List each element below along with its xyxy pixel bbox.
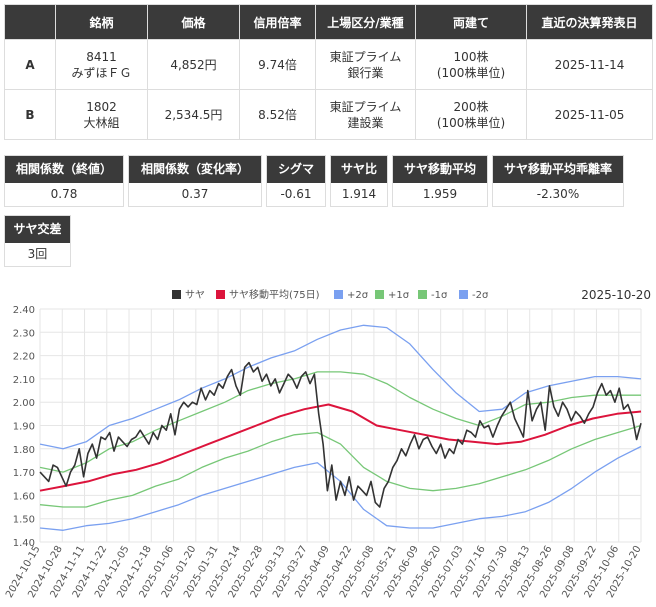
stat-value: 0.78 <box>5 183 123 206</box>
y-tick-label: 2.40 <box>13 305 35 316</box>
legend-label: サヤ移動平均(75日) <box>229 288 320 301</box>
position-cell: 100株 (100株単位) <box>415 39 527 90</box>
y-tick-label: 1.80 <box>13 445 35 456</box>
row-label: A <box>4 39 56 90</box>
header-position: 両建て <box>415 4 527 40</box>
y-tick-label: 1.90 <box>13 422 35 433</box>
row-label: B <box>4 89 56 140</box>
legend-label: サヤ <box>185 289 205 301</box>
plus-2sigma-line <box>39 324 642 450</box>
legend-swatch <box>172 290 181 299</box>
stat-label: サヤ比 <box>331 156 387 183</box>
stat-value: 3回 <box>5 243 70 266</box>
market-label: 東証プライム <box>329 49 402 64</box>
stat-value: 0.37 <box>129 183 261 206</box>
earnings-date-cell: 2025-11-05 <box>526 89 653 140</box>
stat-spread-ratio: サヤ比 1.914 <box>330 155 388 207</box>
margin-ratio-cell: 8.52倍 <box>239 89 316 140</box>
industry-label: 銀行業 <box>347 65 384 80</box>
stat-spread-ma-deviation: サヤ移動平均乖離率 -2.30% <box>492 155 624 207</box>
legend-swatch <box>459 290 468 299</box>
stock-name: 大林組 <box>83 115 120 130</box>
spread-ma-line <box>39 403 642 492</box>
stat-label: 相関係数（終値） <box>5 156 123 183</box>
stock-code: 8411 <box>86 49 117 64</box>
y-tick-label: 1.50 <box>13 515 35 526</box>
stat-label: シグマ <box>267 156 325 183</box>
y-tick-label: 1.40 <box>13 538 35 549</box>
y-tick-label: 1.60 <box>13 491 35 502</box>
stat-sigma: シグマ -0.61 <box>266 155 326 207</box>
industry-label: 建設業 <box>347 115 384 130</box>
legend-label: +2σ <box>347 290 369 301</box>
legend-label: +1σ <box>388 290 410 301</box>
table-row: B 1802 大林組 2,534.5円 8.52倍 東証プライム 建設業 200株(… <box>4 89 653 140</box>
header-price: 価格 <box>147 4 240 40</box>
legend-label: -1σ <box>431 290 448 301</box>
stock-name-cell[interactable]: 8411 みずほＦＧ <box>55 39 148 90</box>
stat-value: 1.914 <box>331 183 387 206</box>
spread-chart: 2.40 2.30 2.20 2.10 2.00 1.90 1.80 1.70 1.60 1.50… <box>4 288 651 600</box>
shares-label: 100株 <box>453 49 489 64</box>
y-tick-label: 2.30 <box>13 328 35 339</box>
stat-value: 1.959 <box>393 183 487 206</box>
stock-name-cell[interactable]: 1802 大林組 <box>55 89 148 140</box>
position-cell: 200株 (100株単位) <box>415 89 527 140</box>
pair-table: 銘柄 価格 信用倍率 上場区分/業種 両建て 直近の決算発表日 A 8411 みず… <box>4 4 653 140</box>
price-cell: 4,852円 <box>147 39 240 90</box>
market-label: 東証プライム <box>329 99 402 114</box>
header-market: 上場区分/業種 <box>315 4 416 40</box>
stat-crossings: サヤ交差 3回 <box>4 215 71 267</box>
stat-label: 相関係数（変化率） <box>129 156 261 183</box>
stat-corr-close: 相関係数（終値） 0.78 <box>4 155 124 207</box>
plus-1sigma-line <box>39 371 641 473</box>
market-cell: 東証プライム 建設業 <box>315 89 416 140</box>
legend-swatch <box>216 290 225 299</box>
minus-1sigma-line <box>39 424 642 508</box>
stat-corr-change: 相関係数（変化率） 0.37 <box>128 155 262 207</box>
spread-line <box>39 361 642 508</box>
chart-date-label: 2025-10-20 <box>581 288 651 302</box>
stat-label: サヤ移動平均乖離率 <box>493 156 623 183</box>
legend-swatch <box>375 290 384 299</box>
stat-value: -2.30% <box>493 183 623 206</box>
stat-value: -0.61 <box>267 183 325 206</box>
unit-label: (100株単位) <box>436 65 506 80</box>
legend-swatch <box>334 290 343 299</box>
market-cell: 東証プライム 銀行業 <box>315 39 416 90</box>
table-row: A 8411 みずほＦＧ 4,852円 9.74倍 東証プライム 銀行業 100株(… <box>4 39 653 90</box>
price-cell: 2,534.5円 <box>147 89 240 140</box>
legend-swatch <box>418 290 427 299</box>
header-margin-ratio: 信用倍率 <box>239 4 316 40</box>
table-header-row: 銘柄 価格 信用倍率 上場区分/業種 両建て 直近の決算発表日 <box>4 4 653 40</box>
header-earnings-date: 直近の決算発表日 <box>526 4 653 40</box>
shares-label: 200株 <box>453 99 489 114</box>
header-empty <box>4 4 56 40</box>
margin-ratio-cell: 9.74倍 <box>239 39 316 90</box>
earnings-date-cell: 2025-11-14 <box>526 39 653 90</box>
stock-name: みずほＦＧ <box>71 65 132 80</box>
stat-label: サヤ交差 <box>5 216 70 243</box>
stock-code: 1802 <box>86 99 117 114</box>
header-name: 銘柄 <box>55 4 148 40</box>
unit-label: (100株単位) <box>436 115 506 130</box>
y-tick-label: 2.20 <box>13 352 35 363</box>
y-tick-label: 1.70 <box>13 468 35 479</box>
legend-label: -2σ <box>472 290 489 301</box>
stat-label: サヤ移動平均 <box>393 156 487 183</box>
y-tick-label: 2.10 <box>13 375 35 386</box>
stat-spread-ma: サヤ移動平均 1.959 <box>392 155 488 207</box>
y-tick-label: 2.00 <box>13 398 35 409</box>
